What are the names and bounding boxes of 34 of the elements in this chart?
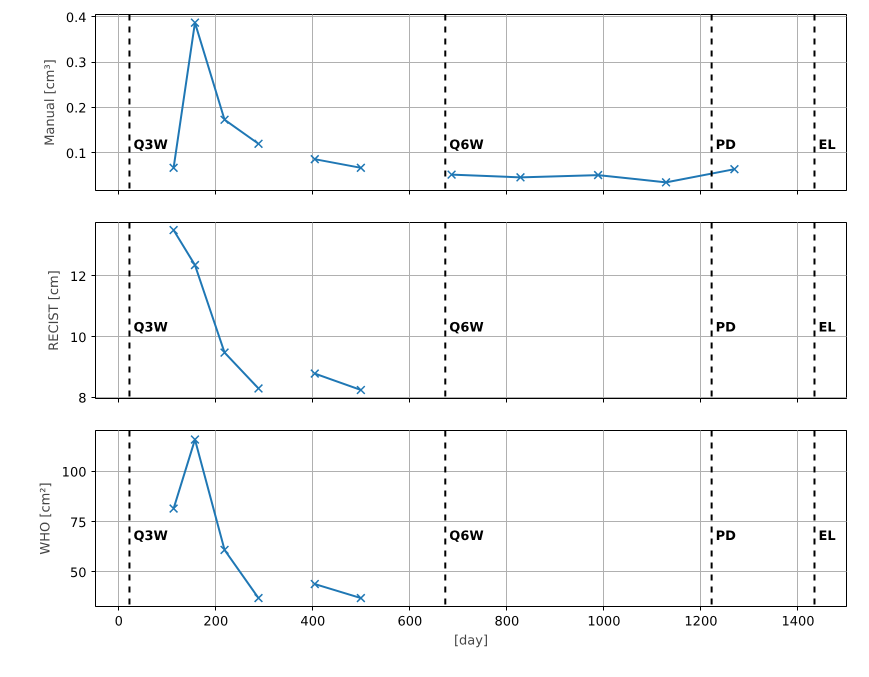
- y-axis-title: RECIST [cm]: [46, 270, 62, 351]
- annotation: Q3W: [133, 138, 168, 153]
- y-axis-title: WHO [cm²]: [38, 482, 54, 555]
- x-tick-label: 200: [203, 614, 228, 630]
- x-tick-label: 0: [114, 614, 123, 630]
- y-tick-label: 0.1: [66, 146, 87, 162]
- x-tick-label: 1200: [684, 614, 718, 630]
- y-tick-label: 0.4: [66, 10, 87, 26]
- y-tick-label: 75: [70, 516, 87, 531]
- annotation: Q6W: [449, 138, 484, 153]
- y-tick-label: 100: [62, 466, 87, 481]
- annotation: EL: [818, 320, 836, 336]
- x-tick-label: 600: [397, 614, 422, 630]
- annotation: PD: [716, 138, 736, 153]
- y-tick-label: 0.2: [66, 101, 87, 116]
- annotation: Q3W: [133, 528, 168, 544]
- x-tick-label: 400: [300, 614, 326, 630]
- annotation: PD: [716, 528, 736, 544]
- y-tick-label: 8: [78, 392, 87, 407]
- x-tick-label: 1000: [587, 614, 620, 630]
- x-axis-title: [day]: [454, 634, 488, 648]
- y-tick-label: 50: [70, 566, 87, 581]
- annotation: Q6W: [449, 528, 484, 544]
- x-tick-label: 1400: [781, 614, 815, 630]
- annotation: Q6W: [449, 320, 484, 336]
- y-tick-label: 10: [70, 330, 87, 346]
- annotation: Q3W: [133, 320, 168, 336]
- x-tick-label: 800: [494, 614, 520, 630]
- y-tick-label: 12: [70, 270, 87, 285]
- y-tick-label: 0.3: [66, 56, 87, 72]
- annotation: PD: [716, 320, 736, 336]
- y-axis-title: Manual [cm³]: [42, 59, 58, 146]
- annotation: EL: [818, 528, 836, 544]
- annotation: EL: [818, 138, 836, 153]
